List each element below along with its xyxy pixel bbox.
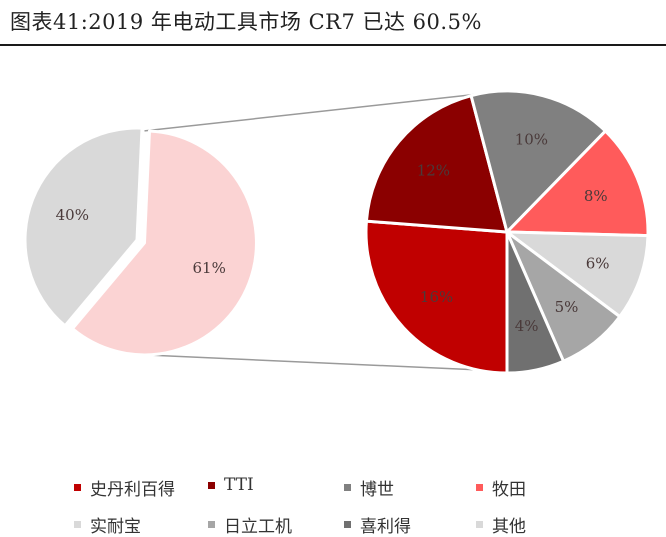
breakdown-slice-4 <box>505 230 650 319</box>
title-divider <box>0 44 666 46</box>
connector-line-top <box>144 93 478 132</box>
breakdown-pie: 16% 12% 10% 8% 6% 5% 4% <box>364 89 650 375</box>
breakdown-slice-3 <box>505 129 650 238</box>
breakdown-slice-0 <box>364 219 509 375</box>
breakdown-slice-label-2: 10% <box>515 130 548 148</box>
summary-slice-0 <box>23 126 144 328</box>
summary-slice-label-1: 61% <box>193 259 226 277</box>
summary-slice-1 <box>70 129 258 357</box>
breakdown-slice-label-3: 8% <box>584 187 608 205</box>
summary-slice-label-0: 40% <box>56 206 89 224</box>
breakdown-slice-label-6: 4% <box>515 317 539 335</box>
breakdown-slice-label-1: 12% <box>417 162 450 180</box>
breakdown-slice-label-4: 6% <box>586 255 610 273</box>
connector-line-bottom <box>144 354 478 371</box>
summary-pie: 40% 61% <box>23 126 258 357</box>
breakdown-slice-1 <box>364 94 509 234</box>
breakdown-slice-label-0: 16% <box>420 288 453 306</box>
breakdown-slice-6 <box>505 230 565 375</box>
connector-lines <box>144 93 478 371</box>
breakdown-slice-2 <box>469 89 607 234</box>
breakdown-slice-label-5: 5% <box>555 298 579 316</box>
chart-title: 图表41:2019 年电动工具市场 CR7 已达 60.5% <box>10 10 482 34</box>
